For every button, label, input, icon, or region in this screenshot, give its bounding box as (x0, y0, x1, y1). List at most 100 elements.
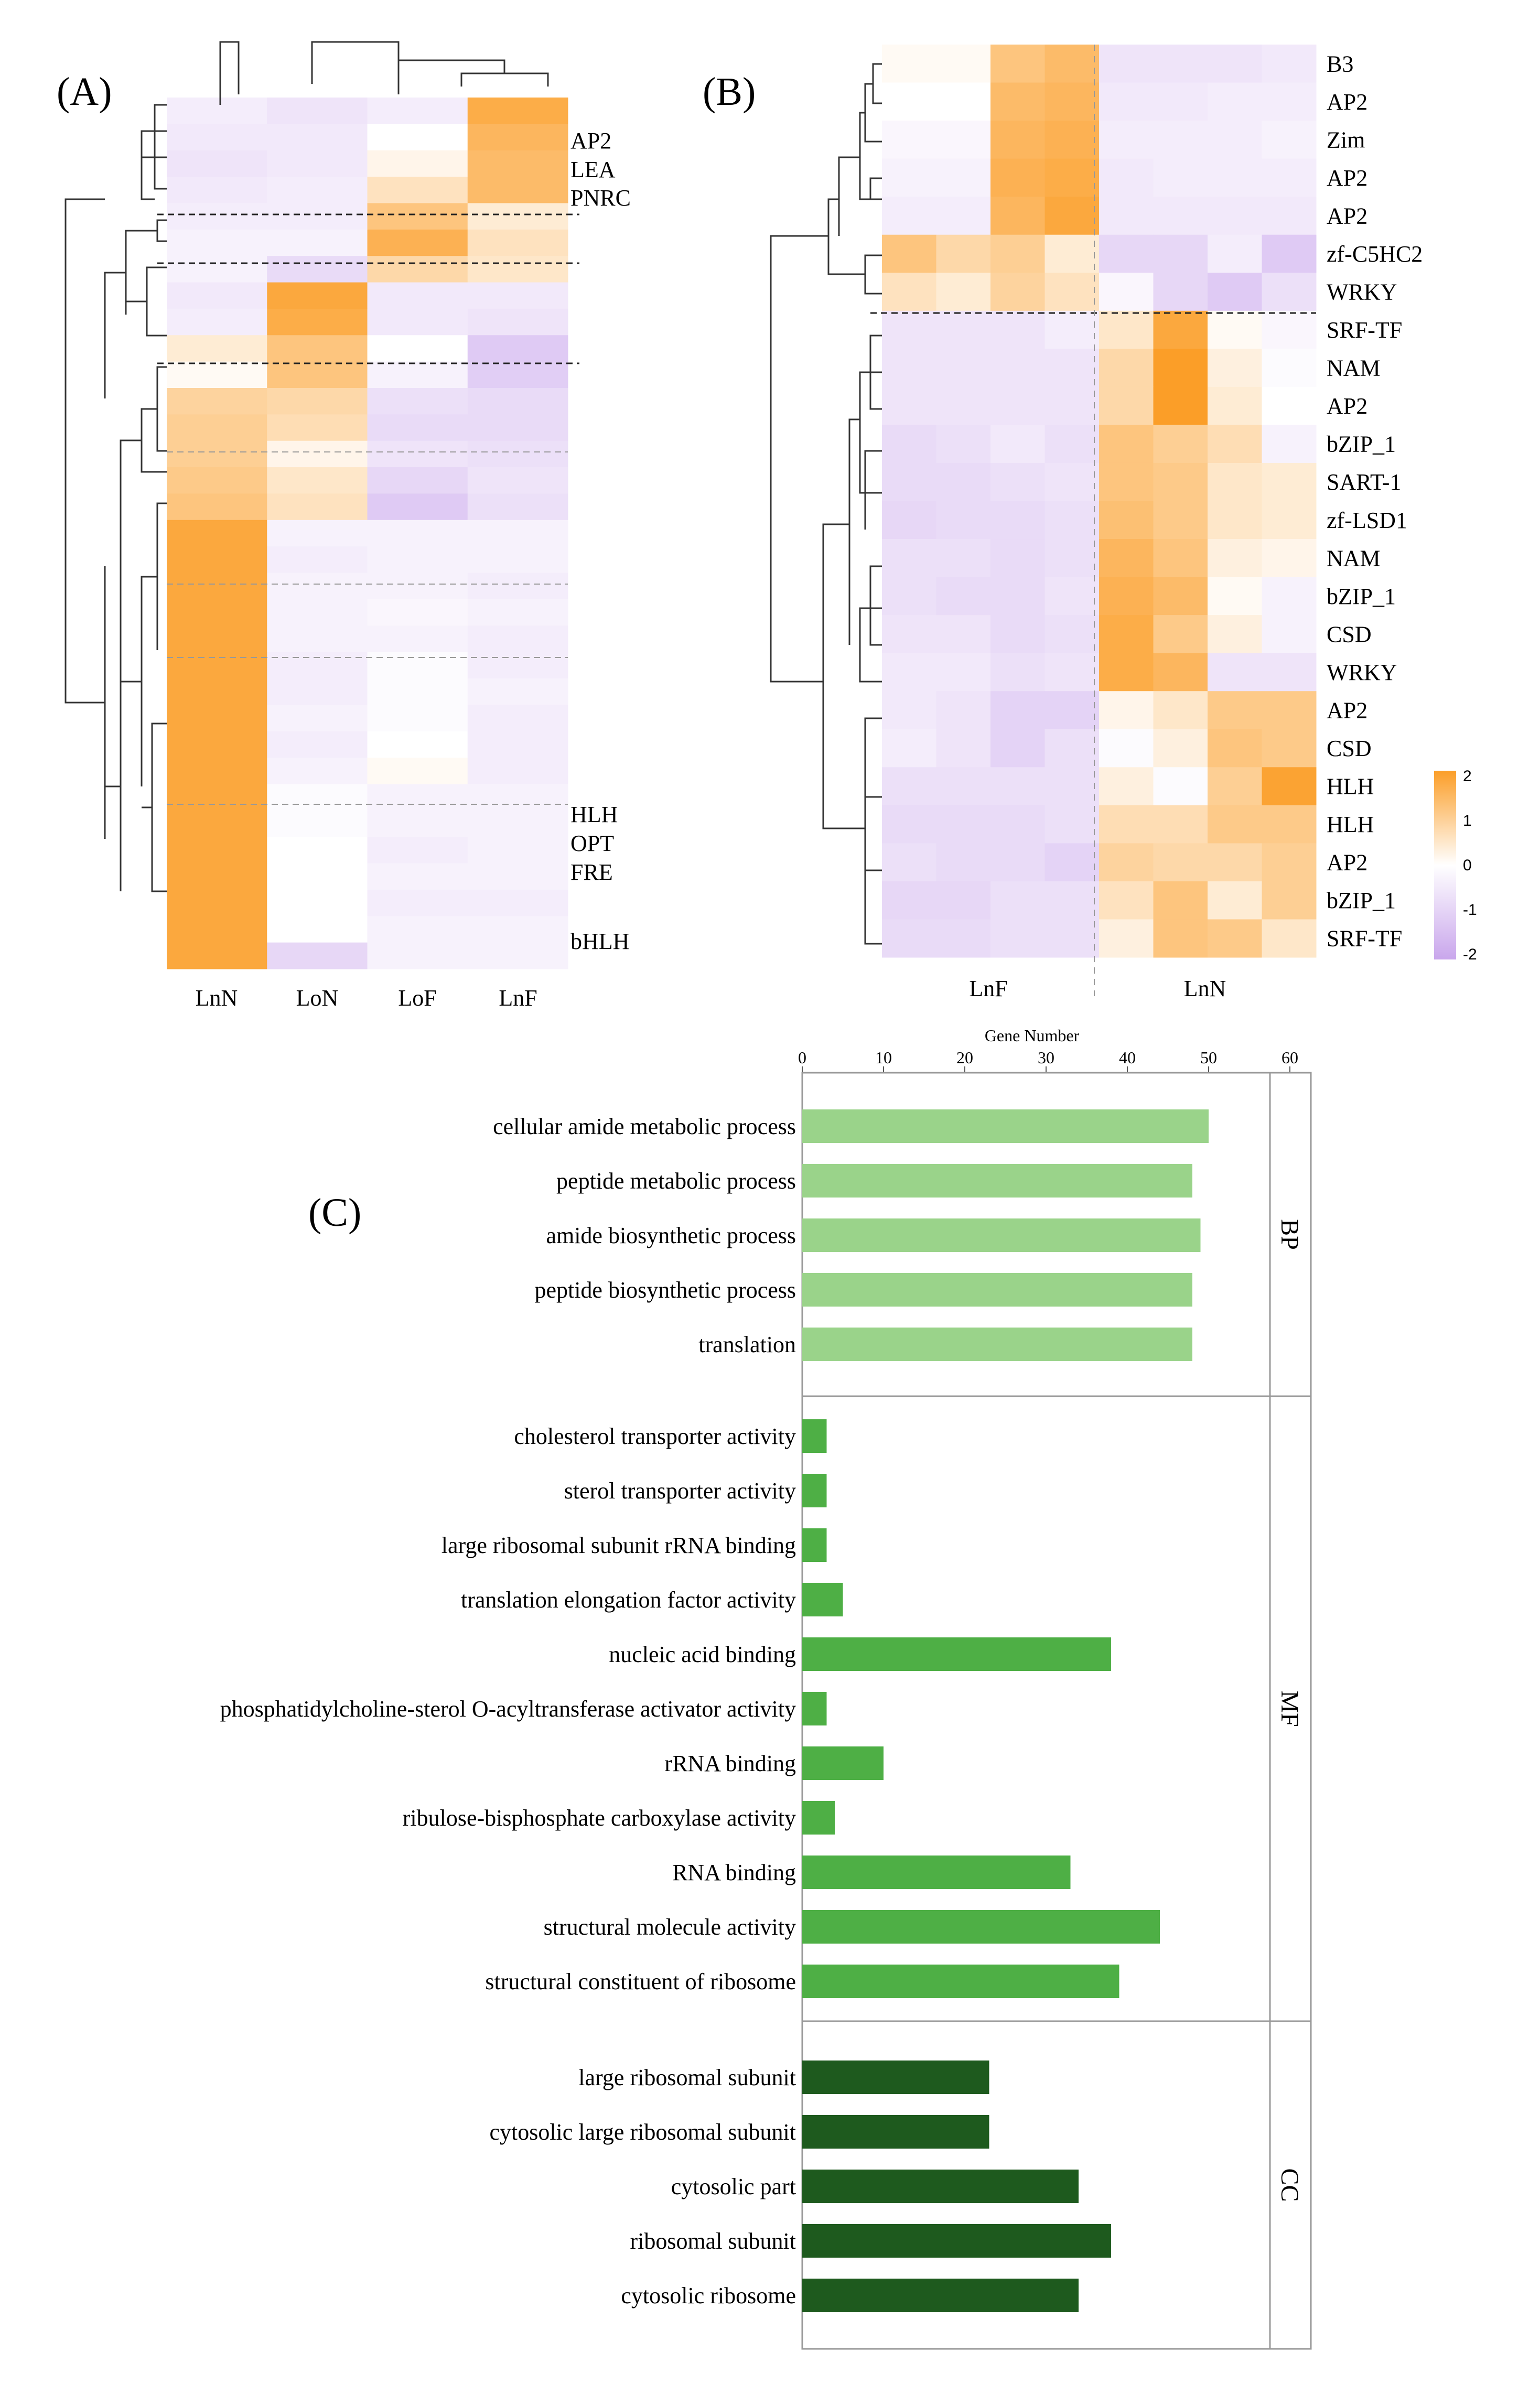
heatmap-b-cell (1208, 349, 1262, 387)
go-bar (802, 2279, 1079, 2312)
heatmap-b-cell (1099, 462, 1154, 501)
row-label-b: AP2 (1327, 697, 1367, 723)
heatmap-a-cell (367, 493, 468, 521)
panel-label-a: (A) (57, 70, 112, 114)
heatmap-a-cell (367, 177, 468, 203)
heatmap-a-cell (167, 229, 267, 256)
heatmap-a-cell (367, 229, 468, 256)
facet-label-mf: MF (1276, 1690, 1304, 1727)
heatmap-a-cell (367, 916, 468, 943)
row-label-b: NAM (1327, 545, 1381, 571)
panel-label-c: (C) (308, 1191, 361, 1235)
heatmap-b-cell (882, 767, 936, 806)
heatmap-b-cell (1153, 767, 1208, 806)
heatmap-b-cell (1153, 234, 1208, 273)
heatmap-a-cell (167, 388, 267, 415)
heatmap-a-cell (367, 335, 468, 362)
heatmap-a-cell (267, 758, 368, 784)
heatmap-b-cell (990, 425, 1045, 463)
heatmap-b-cell (882, 234, 936, 273)
go-term-labels: cellular amide metabolic process peptide … (220, 1114, 796, 2309)
heatmap-a-cell (167, 98, 267, 124)
heatmap-a-cell (267, 98, 368, 124)
heatmap-a-cell (267, 652, 368, 679)
heatmap-a-cell (167, 837, 267, 864)
heatmap-b-cell (882, 919, 936, 958)
color-scale-tick: 2 (1463, 768, 1472, 785)
heatmap-b-cell (1153, 881, 1208, 920)
heatmap-a-cell (267, 282, 368, 309)
heatmap-a-cell (267, 810, 368, 837)
facet-label-bp: BP (1276, 1219, 1304, 1250)
col-label-lnf: LnF (499, 985, 537, 1011)
heatmap-b-cell (1099, 501, 1154, 540)
row-label-b: HLH (1327, 812, 1374, 837)
heatmap-b-cell (990, 767, 1045, 806)
heatmap-b-column-labels: LnF LnN (969, 976, 1226, 1001)
row-label-a-ap2: AP2 (570, 128, 611, 154)
heatmap-b-cell (1153, 539, 1208, 578)
heatmap-b-cell (1208, 45, 1262, 83)
heatmap-b-cell (1044, 577, 1100, 616)
heatmap-b-cell (1208, 653, 1262, 692)
go-bar (802, 2061, 989, 2094)
heatmap-a-cell (267, 335, 368, 362)
color-scale-legend: 2 1 0 -1 -2 (1434, 768, 1477, 963)
heatmap-b-cell (882, 691, 936, 730)
heatmap-b-cell (1099, 121, 1154, 159)
heatmap-b-cell (1044, 158, 1100, 197)
heatmap-b-cell (1262, 805, 1317, 844)
heatmap-a (167, 98, 568, 969)
heatmap-b-cell (990, 349, 1045, 387)
heatmap-b-cell (1262, 158, 1317, 197)
heatmap-a-cell (467, 124, 568, 151)
row-label-b: SART-1 (1327, 469, 1401, 495)
heatmap-b-cell (1153, 729, 1208, 768)
row-label-a-lea: LEA (570, 157, 616, 182)
x-tick-label: 40 (1119, 1048, 1136, 1067)
go-bar (802, 1218, 1201, 1252)
heatmap-b-cell (1153, 310, 1208, 349)
heatmap-b-cell (1099, 653, 1154, 692)
col-label-lon: LoN (296, 985, 339, 1011)
row-label-b: NAM (1327, 355, 1381, 381)
heatmap-b-cell (1208, 158, 1262, 197)
heatmap-a-cell (467, 256, 568, 283)
heatmap-b-cell (882, 425, 936, 463)
heatmap-a-cell (167, 440, 267, 468)
heatmap-a-cell (167, 335, 267, 362)
heatmap-a-cell (467, 150, 568, 177)
row-label-b: SRF-TF (1327, 317, 1402, 343)
heatmap-b-cell (1044, 82, 1100, 121)
go-term-label: structural constituent of ribosome (485, 1969, 796, 1994)
heatmap-a-cell (167, 414, 267, 441)
heatmap-a-cell (367, 308, 468, 336)
heatmap-a-cell (167, 520, 267, 547)
heatmap-b-cell (1044, 234, 1100, 273)
heatmap-b-cell (936, 45, 991, 83)
col-group-label-lnn: LnN (1184, 976, 1226, 1001)
heatmap-a-cell (367, 837, 468, 864)
heatmap-a-cell (367, 573, 468, 600)
heatmap-a-cell (467, 388, 568, 415)
heatmap-a-cell (267, 493, 368, 521)
go-bar (802, 1801, 835, 1835)
heatmap-b-cell (936, 767, 991, 806)
heatmap-b-cell (1099, 158, 1154, 197)
color-scale-tick: 1 (1463, 812, 1472, 829)
heatmap-a-cell (267, 150, 368, 177)
heatmap-b-cell (1262, 197, 1317, 235)
heatmap-b-cell (936, 273, 991, 311)
heatmap-a-gray-separators (167, 451, 568, 805)
heatmap-b-cell (990, 310, 1045, 349)
heatmap-a-cell (267, 916, 368, 943)
heatmap-b-cell (990, 82, 1045, 121)
heatmap-a-cell (367, 625, 468, 653)
row-dendrogram-b (770, 63, 882, 945)
heatmap-a-cell (167, 177, 267, 203)
heatmap-b-cell (1208, 501, 1262, 540)
heatmap-b-cell (1099, 234, 1154, 273)
heatmap-b-cell (990, 577, 1045, 616)
heatmap-a-cell (467, 493, 568, 521)
